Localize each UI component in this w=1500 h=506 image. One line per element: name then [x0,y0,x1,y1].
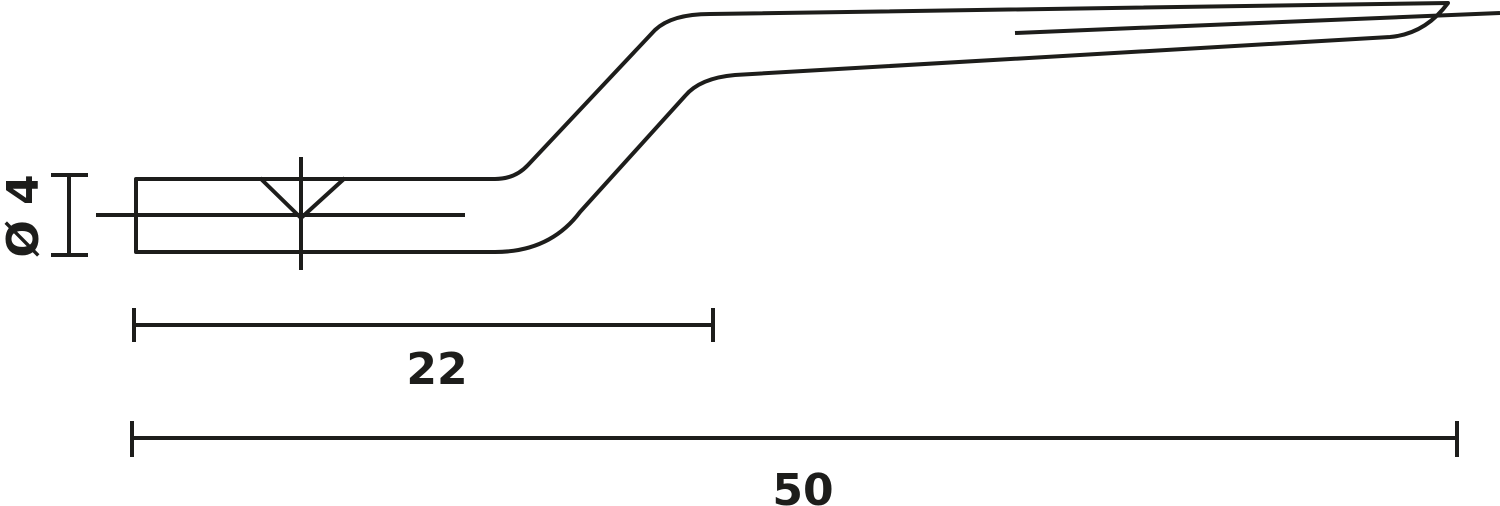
total-length-label: 50 [772,465,833,506]
offset-length-dimension: 22 [132,308,715,395]
diameter-dimension: Ø 4 [0,173,88,258]
total-length-dimension: 50 [130,421,1459,506]
diameter-label: Ø 4 [0,174,49,257]
part-outline [134,1,1450,254]
offset-length-label: 22 [406,344,467,395]
weld-symbol [258,176,347,220]
inner-edge-line [1014,11,1500,35]
